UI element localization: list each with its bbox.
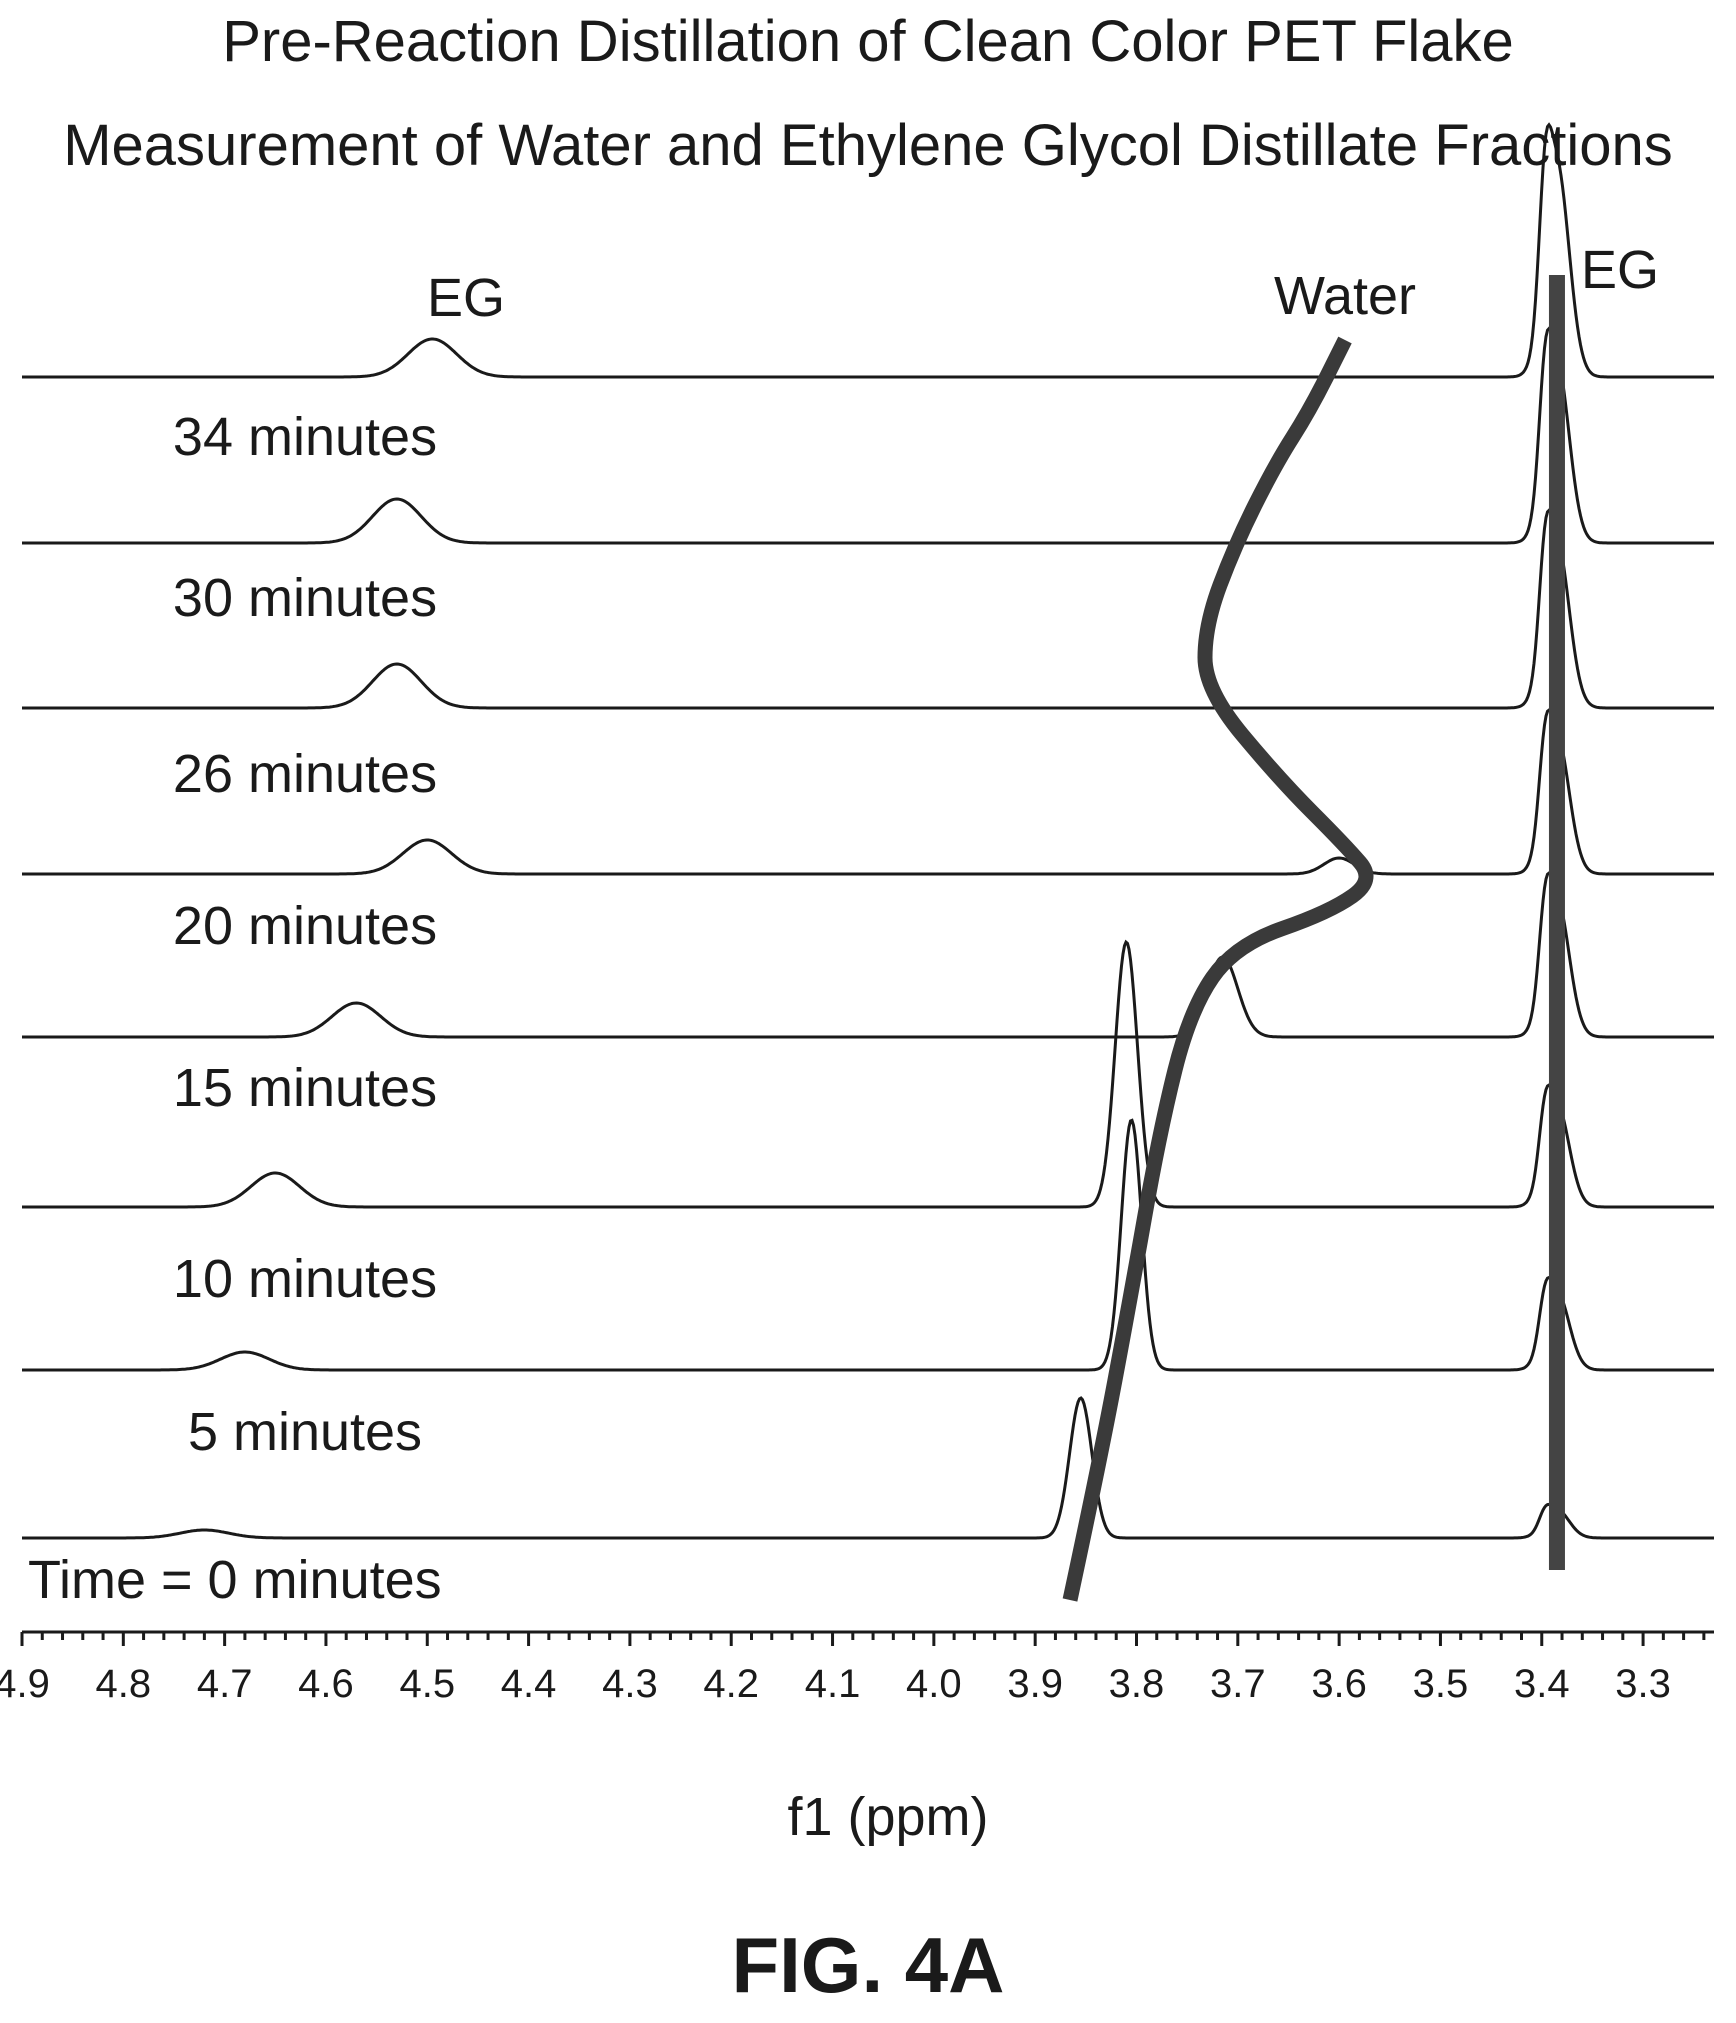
x-axis: 4.9 4.8 4.7 4.6 4.5 4.4 4.3 4.2 4.1 4.0 3.9 3.8 3.7 3… [0, 1630, 1714, 1847]
spectrum-trace [22, 939, 1714, 1209]
eg-marker-bar [1548, 275, 1565, 1570]
eg-right-label: EG [1581, 240, 1659, 300]
x-tick-label: 3.9 [1007, 1662, 1063, 1706]
chart-title: Pre-Reaction Distillation of Clean Color… [222, 9, 1514, 74]
water-label: Water [1274, 266, 1416, 326]
trace-label: 30 minutes [173, 568, 437, 628]
chart-subtitle: Measurement of Water and Ethylene Glycol… [63, 113, 1673, 178]
x-tick-label: 3.7 [1210, 1662, 1266, 1706]
trace-label: Time = 0 minutes [28, 1550, 442, 1610]
x-tick-label: 3.5 [1413, 1662, 1469, 1706]
x-tick-label: 4.2 [703, 1662, 759, 1706]
spectrum-trace [22, 122, 1714, 379]
spectrum-trace [22, 871, 1714, 1039]
x-tick-label: 3.3 [1615, 1662, 1671, 1706]
spectrum-trace [22, 1118, 1714, 1372]
trace-label: 15 minutes [173, 1058, 437, 1118]
x-tick-label: 4.1 [805, 1662, 861, 1706]
spectrum-trace [22, 708, 1714, 876]
x-tick-label: 4.3 [602, 1662, 658, 1706]
trace-label: 10 minutes [173, 1249, 437, 1309]
trace-label: 34 minutes [173, 407, 437, 467]
x-tick-label: 4.5 [399, 1662, 455, 1706]
x-tick-label: 3.6 [1311, 1662, 1367, 1706]
x-tick-label: 4.4 [501, 1662, 557, 1706]
x-tick-label: 4.9 [0, 1662, 50, 1706]
eg-left-label: EG [427, 268, 505, 328]
spectra-group [22, 122, 1714, 1540]
water-trend-line [1062, 336, 1374, 1602]
spectrum-trace [22, 1396, 1714, 1540]
x-tick-label: 4.8 [96, 1662, 152, 1706]
spectrum-trace [22, 326, 1714, 545]
x-tick-label: 3.4 [1514, 1662, 1570, 1706]
trace-label: 5 minutes [188, 1402, 422, 1462]
x-tick-label: 4.0 [906, 1662, 962, 1706]
trace-label: 20 minutes [173, 896, 437, 956]
x-tick-label: 3.8 [1109, 1662, 1165, 1706]
water-trend-group [1062, 275, 1565, 1602]
trace-label: 26 minutes [173, 744, 437, 804]
spectrum-trace [22, 508, 1714, 710]
figure-caption: FIG. 4A [731, 1921, 1005, 2009]
x-axis-label: f1 (ppm) [787, 1787, 988, 1847]
labels-group: Time = 0 minutes 5 minutes 10 minutes 15 mi… [28, 240, 1659, 1610]
x-tick-label: 4.6 [298, 1662, 354, 1706]
x-tick-label: 4.7 [197, 1662, 253, 1706]
